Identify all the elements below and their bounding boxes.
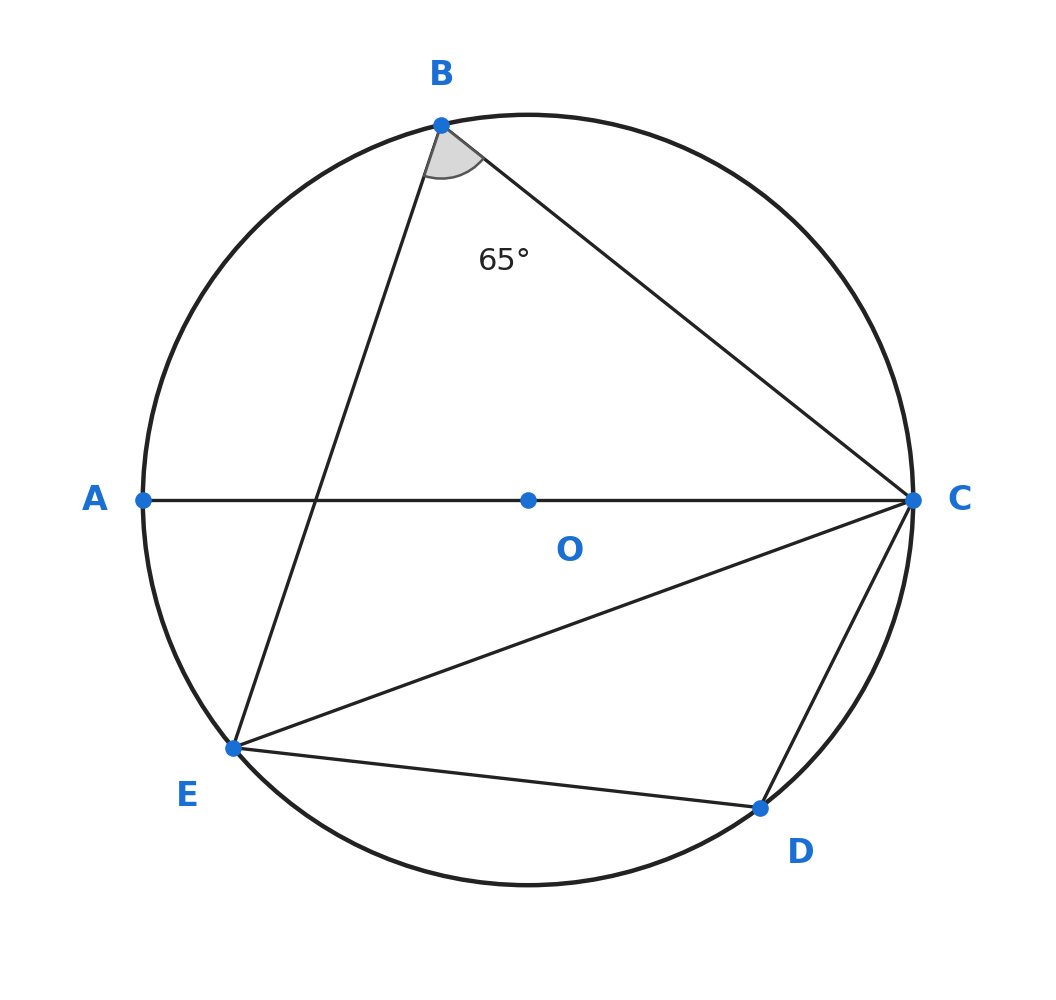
Point — [905, 492, 922, 508]
Text: O: O — [555, 535, 583, 568]
Text: A: A — [82, 484, 108, 516]
Text: B: B — [429, 59, 454, 92]
Text: C: C — [948, 484, 973, 517]
Wedge shape — [425, 125, 484, 179]
Text: 65°: 65° — [477, 247, 531, 276]
Text: E: E — [175, 780, 199, 813]
Point — [225, 740, 242, 756]
Text: D: D — [787, 837, 814, 870]
Point — [752, 800, 769, 816]
Point — [134, 492, 151, 508]
Point — [520, 492, 536, 508]
Point — [433, 117, 450, 133]
